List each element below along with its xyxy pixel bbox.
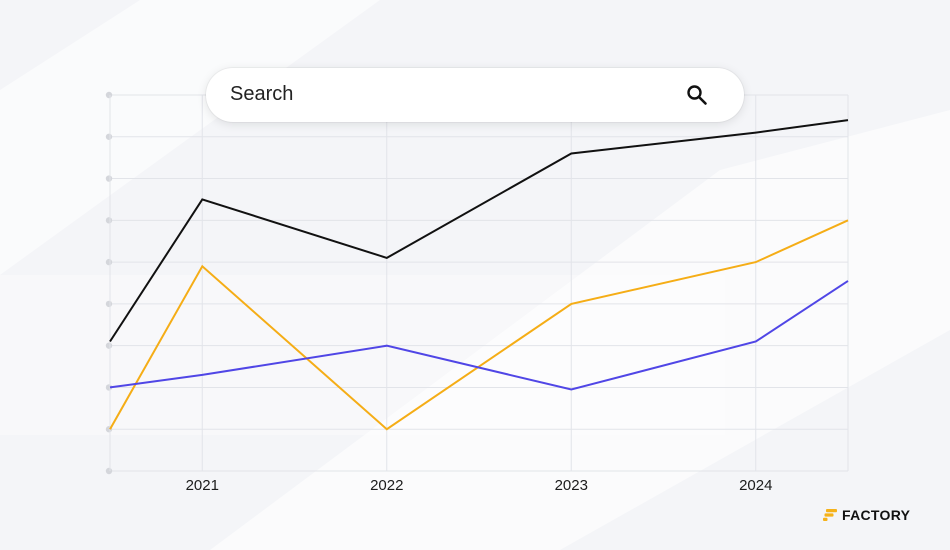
x-tick-label: 2024 — [739, 477, 772, 494]
x-axis-ticks: 2021 2022 2023 2024 — [186, 477, 773, 494]
search-bar[interactable]: Search — [206, 68, 744, 122]
gridline-dot — [105, 384, 113, 391]
gridline-dot — [105, 342, 113, 349]
series-line-1 — [109, 119, 849, 343]
gridline-dot — [105, 217, 113, 224]
x-tick-label: 2022 — [370, 477, 403, 494]
gridline-dot — [105, 175, 113, 182]
search-icon[interactable] — [686, 84, 708, 106]
factory-logo-icon — [823, 509, 837, 521]
gridline-dot — [105, 91, 113, 99]
series-line-3 — [109, 280, 849, 391]
brand-name: FACTORY — [842, 507, 911, 523]
series-line-2 — [109, 219, 849, 431]
gridline-dot — [105, 258, 113, 266]
gridline-dot — [105, 133, 113, 140]
gridline-dot — [105, 467, 113, 475]
factory-logo: FACTORY — [823, 506, 910, 524]
x-tick-label: 2023 — [555, 477, 588, 494]
search-input[interactable]: Search — [230, 83, 294, 105]
chart-grid — [105, 91, 849, 475]
chart-series — [109, 119, 849, 431]
gridline-dot — [105, 300, 113, 308]
x-tick-label: 2021 — [186, 477, 219, 494]
